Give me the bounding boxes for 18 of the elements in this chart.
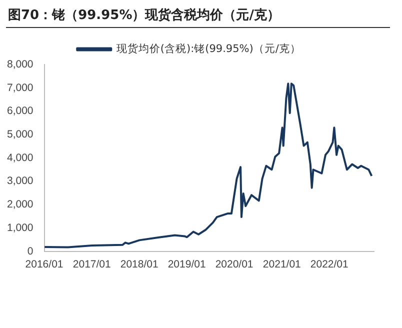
x-tick-label: 2022/01 bbox=[310, 258, 349, 271]
legend-label: 现货均价(含税):铑(99.95%)（元/克） bbox=[116, 42, 301, 55]
y-tick-label: 6,000 bbox=[6, 105, 34, 118]
y-tick-label: 4,000 bbox=[6, 152, 34, 164]
y-tick-label: 5,000 bbox=[6, 128, 34, 140]
y-tick-label: 3,000 bbox=[6, 175, 34, 188]
y-tick-label: 2,000 bbox=[6, 198, 34, 211]
x-tick-label: 2018/01 bbox=[120, 258, 158, 271]
y-tick-label: 0 bbox=[27, 245, 34, 258]
x-tick-label: 2017/01 bbox=[72, 258, 112, 271]
x-tick-label: 2019/01 bbox=[168, 258, 206, 271]
y-tick-label: 7,000 bbox=[6, 82, 34, 94]
x-tick-label: 2016/01 bbox=[25, 258, 64, 271]
x-tick-label: 2020/01 bbox=[215, 258, 254, 271]
chart-title: 图70：铑（99.95%）现货含税均价（元/克） bbox=[8, 7, 280, 24]
y-tick-label: 1,000 bbox=[6, 222, 34, 234]
y-tick-label: 8,000 bbox=[6, 58, 34, 70]
x-tick-label: 2021/01 bbox=[262, 258, 302, 271]
